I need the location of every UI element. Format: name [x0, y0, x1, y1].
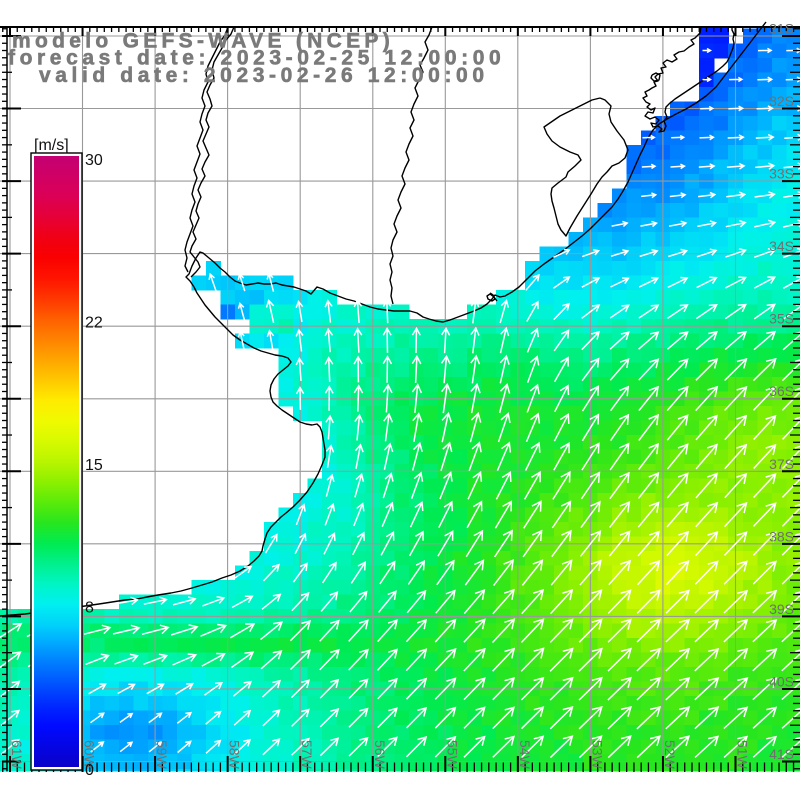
svg-text:41S: 41S: [769, 746, 794, 762]
svg-text:35S: 35S: [769, 311, 794, 327]
svg-text:modelo GEFS-WAVE (NCEP): modelo GEFS-WAVE (NCEP): [12, 30, 394, 53]
svg-text:33S: 33S: [769, 166, 794, 182]
svg-text:31S: 31S: [769, 21, 794, 37]
svg-text:22: 22: [85, 315, 103, 332]
svg-text:36S: 36S: [769, 383, 794, 399]
svg-text:40S: 40S: [769, 673, 794, 689]
svg-text:56W: 56W: [372, 740, 388, 770]
svg-text:15: 15: [85, 457, 103, 474]
svg-text:51W: 51W: [735, 740, 751, 770]
svg-text:0: 0: [85, 762, 94, 779]
svg-text:53W: 53W: [589, 740, 605, 770]
svg-text:59W: 59W: [154, 740, 170, 770]
svg-text:37S: 37S: [769, 456, 794, 472]
svg-text:52W: 52W: [662, 740, 678, 770]
svg-text:34S: 34S: [769, 238, 794, 254]
svg-text:58W: 58W: [227, 740, 243, 770]
svg-text:8: 8: [85, 599, 94, 616]
svg-text:60W: 60W: [82, 740, 98, 770]
svg-text:55W: 55W: [444, 740, 460, 770]
svg-text:61W: 61W: [9, 740, 25, 770]
svg-text:[m/s]: [m/s]: [34, 137, 69, 154]
svg-text:valid date: 2023-02-26 12:00:0: valid date: 2023-02-26 12:00:00: [39, 64, 489, 87]
svg-text:30: 30: [85, 152, 103, 169]
svg-text:32S: 32S: [769, 93, 794, 109]
svg-text:57W: 57W: [299, 740, 315, 770]
svg-text:39S: 39S: [769, 601, 794, 617]
svg-text:forecast date: 2023-02-25 12:0: forecast date: 2023-02-25 12:00:00: [8, 47, 505, 70]
svg-text:54W: 54W: [517, 740, 533, 770]
svg-text:38S: 38S: [769, 528, 794, 544]
